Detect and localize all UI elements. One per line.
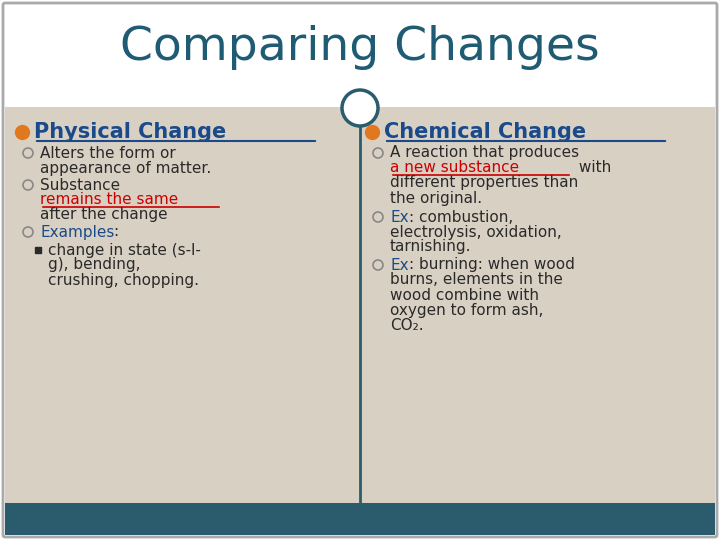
Text: change in state (s-l-: change in state (s-l- [48,242,201,258]
Text: :: : [113,225,118,240]
Text: Ex: Ex [390,210,409,225]
Text: oxygen to form ash,: oxygen to form ash, [390,302,544,318]
Bar [5,5,715,110]
Text: appearance of matter.: appearance of matter. [40,160,211,176]
Text: : burning: when wood: : burning: when wood [409,258,575,273]
Text: Chemical Change: Chemical Change [384,122,586,142]
Text: Substance: Substance [40,178,120,192]
Text: crushing, chopping.: crushing, chopping. [48,273,199,287]
Bar [5,503,715,535]
Text: CO₂.: CO₂. [390,318,423,333]
Text: different properties than: different properties than [390,176,578,191]
Text: a new substance: a new substance [390,160,519,176]
Text: tarnishing.: tarnishing. [390,240,472,254]
Text: g), bending,: g), bending, [48,258,140,273]
Text: after the change: after the change [40,207,168,222]
Text: remains the same: remains the same [40,192,179,207]
Text: Comparing Changes: Comparing Changes [120,25,600,71]
Text: A reaction that produces: A reaction that produces [390,145,579,160]
Text: Physical Change: Physical Change [34,122,226,142]
Text: burns, elements in the: burns, elements in the [390,273,563,287]
Text: : combustion,: : combustion, [409,210,513,225]
Text: Alters the form or: Alters the form or [40,145,176,160]
Text: electrolysis, oxidation,: electrolysis, oxidation, [390,225,562,240]
Text: Examples: Examples [40,225,114,240]
Circle shape [342,90,378,126]
Bar [5,107,715,505]
Text: Ex: Ex [390,258,409,273]
Text: wood combine with: wood combine with [390,287,539,302]
Text: the original.: the original. [390,191,482,206]
Text: with: with [574,160,611,176]
FancyBboxPatch shape [3,3,717,537]
